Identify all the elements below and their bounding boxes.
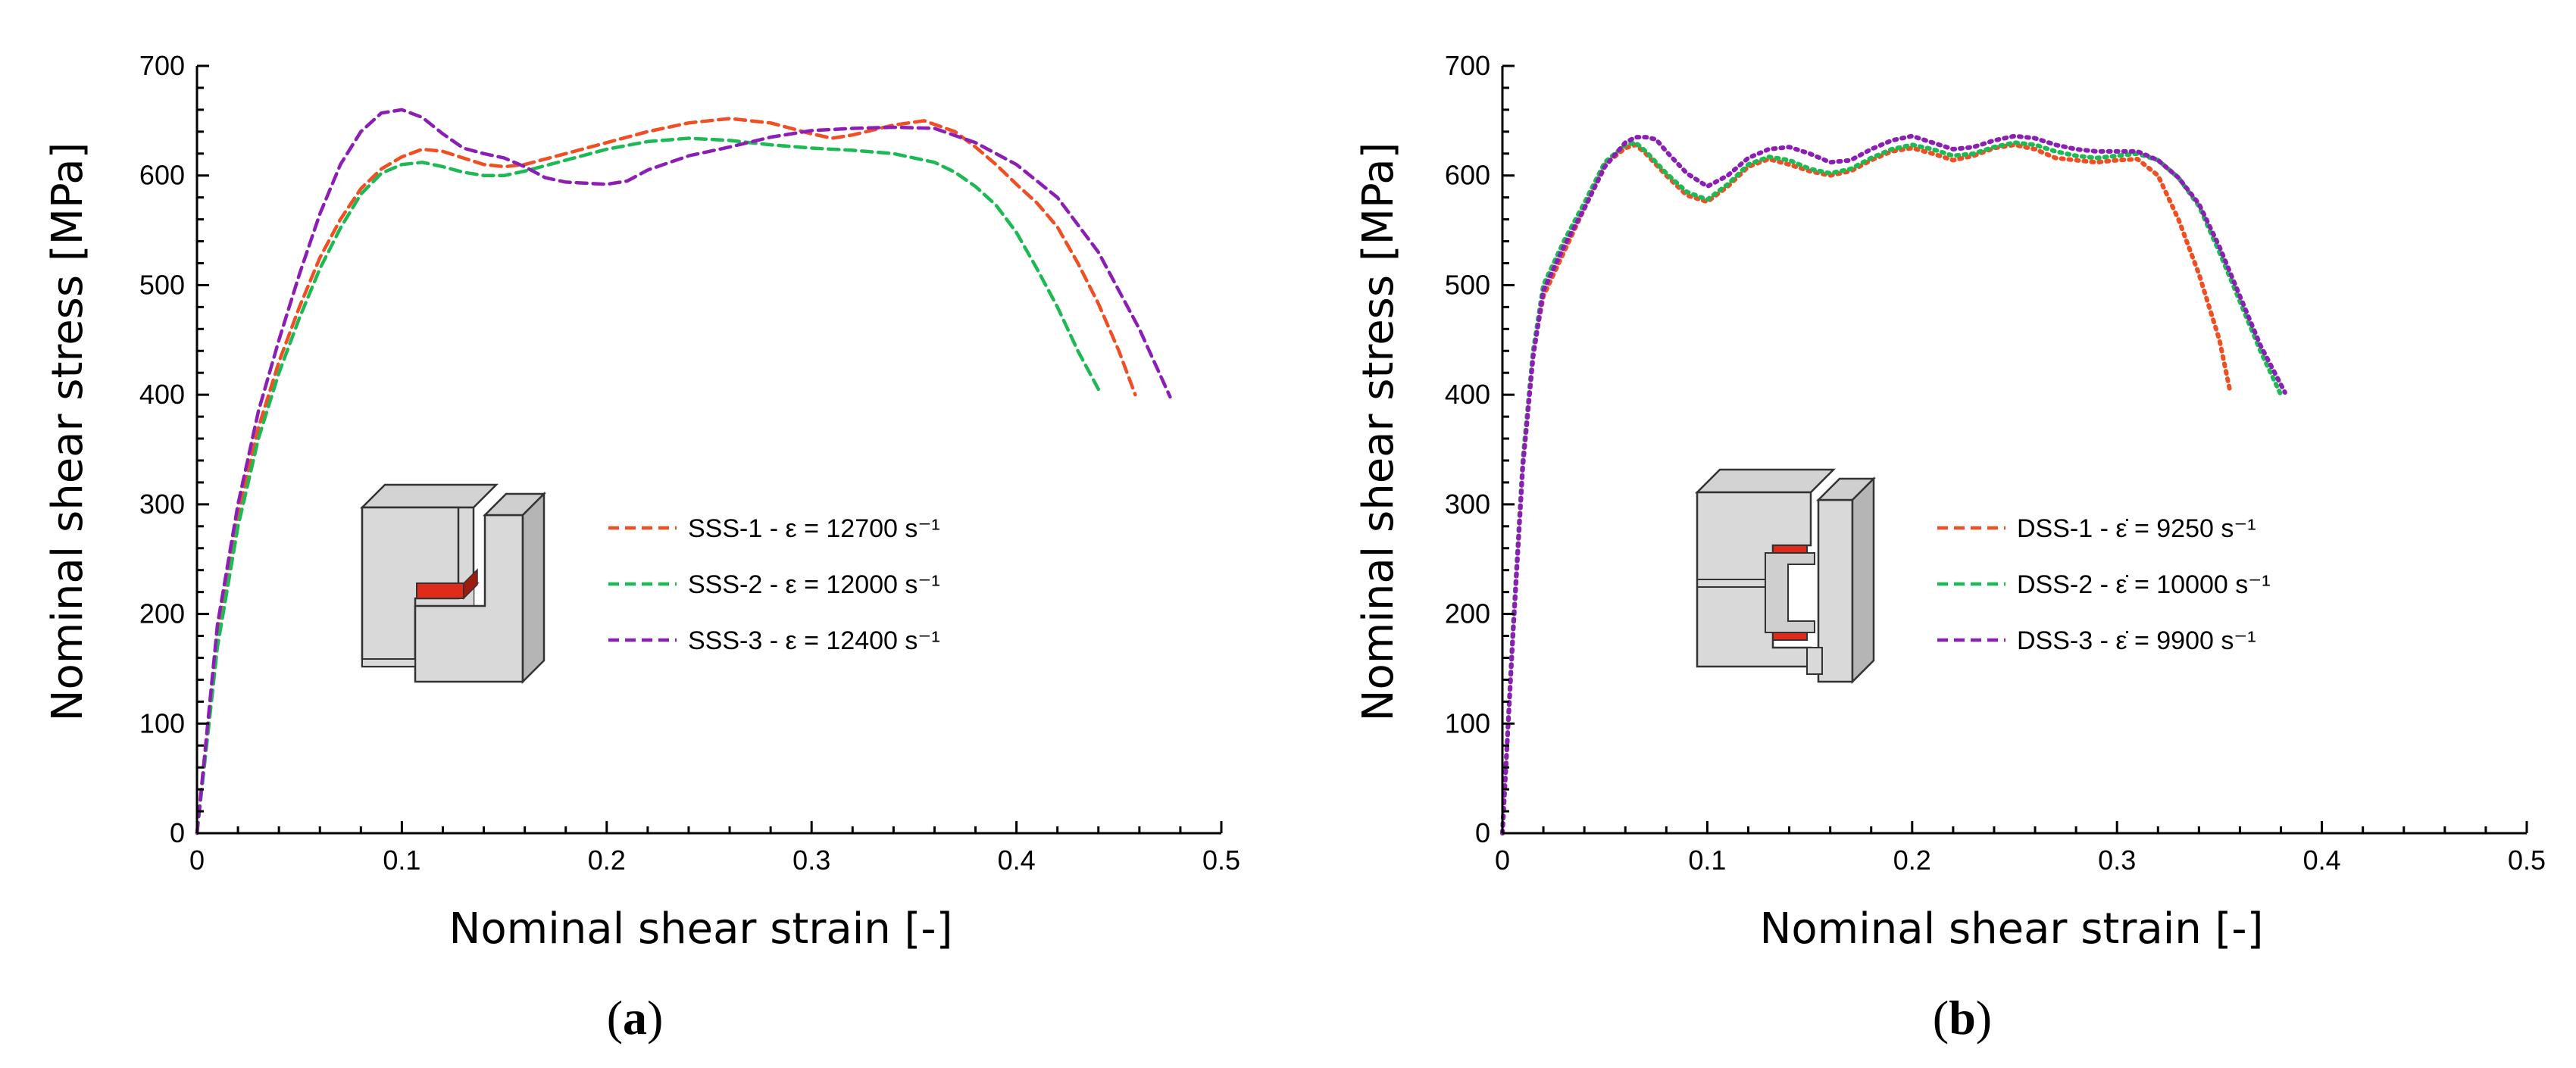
- x-axis-title: Nominal shear strain [-]: [449, 904, 953, 954]
- x-tick-label: 0.5: [2508, 845, 2546, 876]
- axes: [1501, 64, 2528, 835]
- chart-panel-a: 0 0.1 0.2 0.3 0.4 0.5 0 100 200 300 400 500 600 700 N…: [43, 50, 1240, 1045]
- legend-label-sss-3: SSS-3 - ε = 12400 s⁻¹: [688, 626, 940, 655]
- y-tick-label: 0: [1475, 817, 1490, 848]
- axes: [195, 64, 1223, 835]
- y-tick-label: 200: [139, 598, 185, 629]
- x-tick-label: 0.3: [2098, 845, 2136, 876]
- series-line-dss-2: [1500, 140, 2284, 835]
- x-tick-label: 0.1: [1688, 845, 1726, 876]
- y-tick-label: 400: [139, 379, 185, 410]
- tick-labels: 0 0.1 0.2 0.3 0.4 0.5 0 100 200 300 400 500 600 700: [139, 50, 1240, 876]
- x-tick-label: 0.4: [2303, 845, 2341, 876]
- y-tick-label: 100: [139, 707, 185, 739]
- y-tick-label: 500: [1445, 269, 1490, 300]
- y-tick-label: 300: [1445, 489, 1490, 520]
- panel-label-b: (b): [1933, 991, 1992, 1045]
- y-tick-label: 700: [139, 50, 185, 81]
- series-line-sss-1: [195, 117, 1137, 835]
- series-line-sss-2: [195, 136, 1101, 835]
- x-tick-label: 0.2: [1893, 845, 1931, 876]
- y-tick-label: 0: [170, 817, 185, 848]
- y-tick-label: 600: [139, 160, 185, 191]
- single-shear-specimen-illustration: [359, 483, 547, 685]
- series-line-dss-3: [1500, 133, 2287, 835]
- x-tick-label: 0: [1495, 845, 1510, 876]
- y-tick-label: 100: [1445, 707, 1490, 739]
- y-tick-label: 300: [139, 489, 185, 520]
- double-shear-specimen-illustration: [1694, 468, 1877, 685]
- tick-labels: 0 0.1 0.2 0.3 0.4 0.5 0 100 200 300 400 500 600 700: [1445, 50, 2546, 876]
- y-tick-label: 600: [1445, 160, 1490, 191]
- y-tick-label: 400: [1445, 379, 1490, 410]
- panel-label-a: (a): [607, 991, 664, 1045]
- legend-label-dss-3: DSS-3 - ε̇ = 9900 s⁻¹: [2017, 626, 2256, 655]
- series-curves: [195, 108, 1172, 835]
- legend-label-sss-1: SSS-1 - ε = 12700 s⁻¹: [688, 514, 940, 543]
- legend-label-sss-2: SSS-2 - ε = 12000 s⁻¹: [688, 570, 940, 599]
- x-tick-label: 0.4: [998, 845, 1036, 876]
- legend-label-dss-1: DSS-1 - ε̇ = 9250 s⁻¹: [2017, 514, 2256, 543]
- chart-panel-b: 0 0.1 0.2 0.3 0.4 0.5 0 100 200 300 400 500 600 700 N…: [1354, 50, 2546, 1045]
- x-tick-label: 0.5: [1202, 845, 1240, 876]
- legend: SSS-1 - ε = 12700 s⁻¹ SSS-2 - ε = 12000 …: [608, 514, 940, 655]
- x-tick-label: 0.2: [588, 845, 626, 876]
- y-axis-title: Nominal shear stress [MPa]: [1354, 142, 1403, 722]
- x-tick-label: 0.1: [383, 845, 420, 876]
- legend-label-dss-2: DSS-2 - ε̇ = 10000 s⁻¹: [2017, 570, 2271, 599]
- y-tick-label: 200: [1445, 598, 1490, 629]
- series-line-sss-3: [195, 108, 1172, 835]
- y-tick-label: 500: [139, 269, 185, 300]
- legend: DSS-1 - ε̇ = 9250 s⁻¹ DSS-2 - ε̇ = 10000…: [1937, 514, 2271, 655]
- series-curves: [1500, 133, 2287, 835]
- x-axis-title: Nominal shear strain [-]: [1760, 904, 2264, 954]
- y-tick-label: 700: [1445, 50, 1490, 81]
- x-tick-label: 0: [189, 845, 205, 876]
- x-tick-label: 0.3: [792, 845, 830, 876]
- y-axis-title: Nominal shear stress [MPa]: [43, 142, 92, 722]
